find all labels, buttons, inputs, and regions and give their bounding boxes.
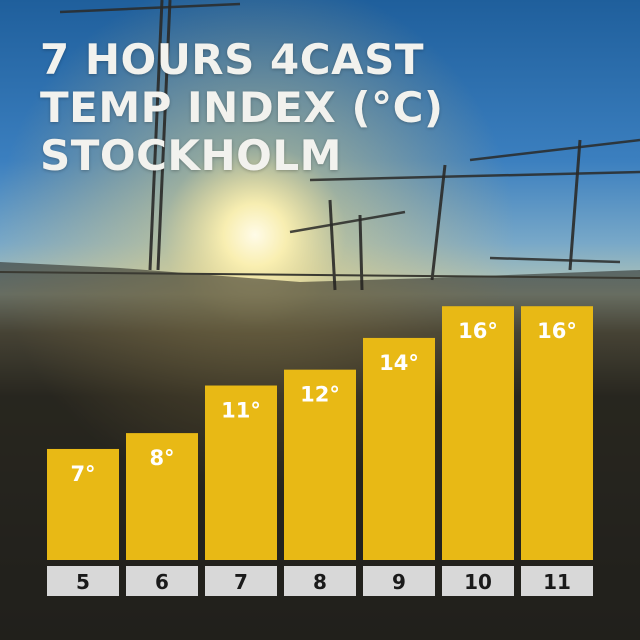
title-line-3: STOCKHOLM — [40, 131, 342, 180]
x-tick-box — [126, 566, 198, 596]
bar — [47, 448, 119, 560]
bar-value-label: 14° — [379, 351, 419, 375]
title-line-2: TEMP INDEX (°C) — [40, 83, 444, 132]
bar-value-label: 11° — [221, 399, 261, 423]
bar — [521, 306, 593, 560]
bar — [284, 369, 356, 560]
bar-value-label: 7° — [70, 462, 95, 486]
x-tick-box — [363, 566, 435, 596]
chart-title: 7 HOURS 4CAST TEMP INDEX (°C) STOCKHOLM — [40, 36, 444, 180]
x-tick-label: 11 — [543, 570, 571, 594]
bar — [126, 433, 198, 560]
x-tick-label: 8 — [313, 570, 327, 594]
bar-value-label: 8° — [149, 446, 174, 470]
bar — [363, 337, 435, 560]
bar — [442, 306, 514, 560]
bar-value-label: 16° — [458, 319, 498, 343]
x-tick-box — [47, 566, 119, 596]
x-tick-label: 7 — [234, 570, 248, 594]
x-tick-label: 10 — [464, 570, 492, 594]
x-tick-box — [284, 566, 356, 596]
x-tick-label: 5 — [76, 570, 90, 594]
bar — [205, 385, 277, 560]
x-tick-label: 6 — [155, 570, 169, 594]
x-tick-box — [205, 566, 277, 596]
x-tick-label: 9 — [392, 570, 406, 594]
x-tick-box — [442, 566, 514, 596]
title-line-1: 7 HOURS 4CAST — [40, 35, 424, 84]
bar-value-label: 12° — [300, 383, 340, 407]
bar-value-label: 16° — [537, 319, 577, 343]
x-tick-box — [521, 566, 593, 596]
